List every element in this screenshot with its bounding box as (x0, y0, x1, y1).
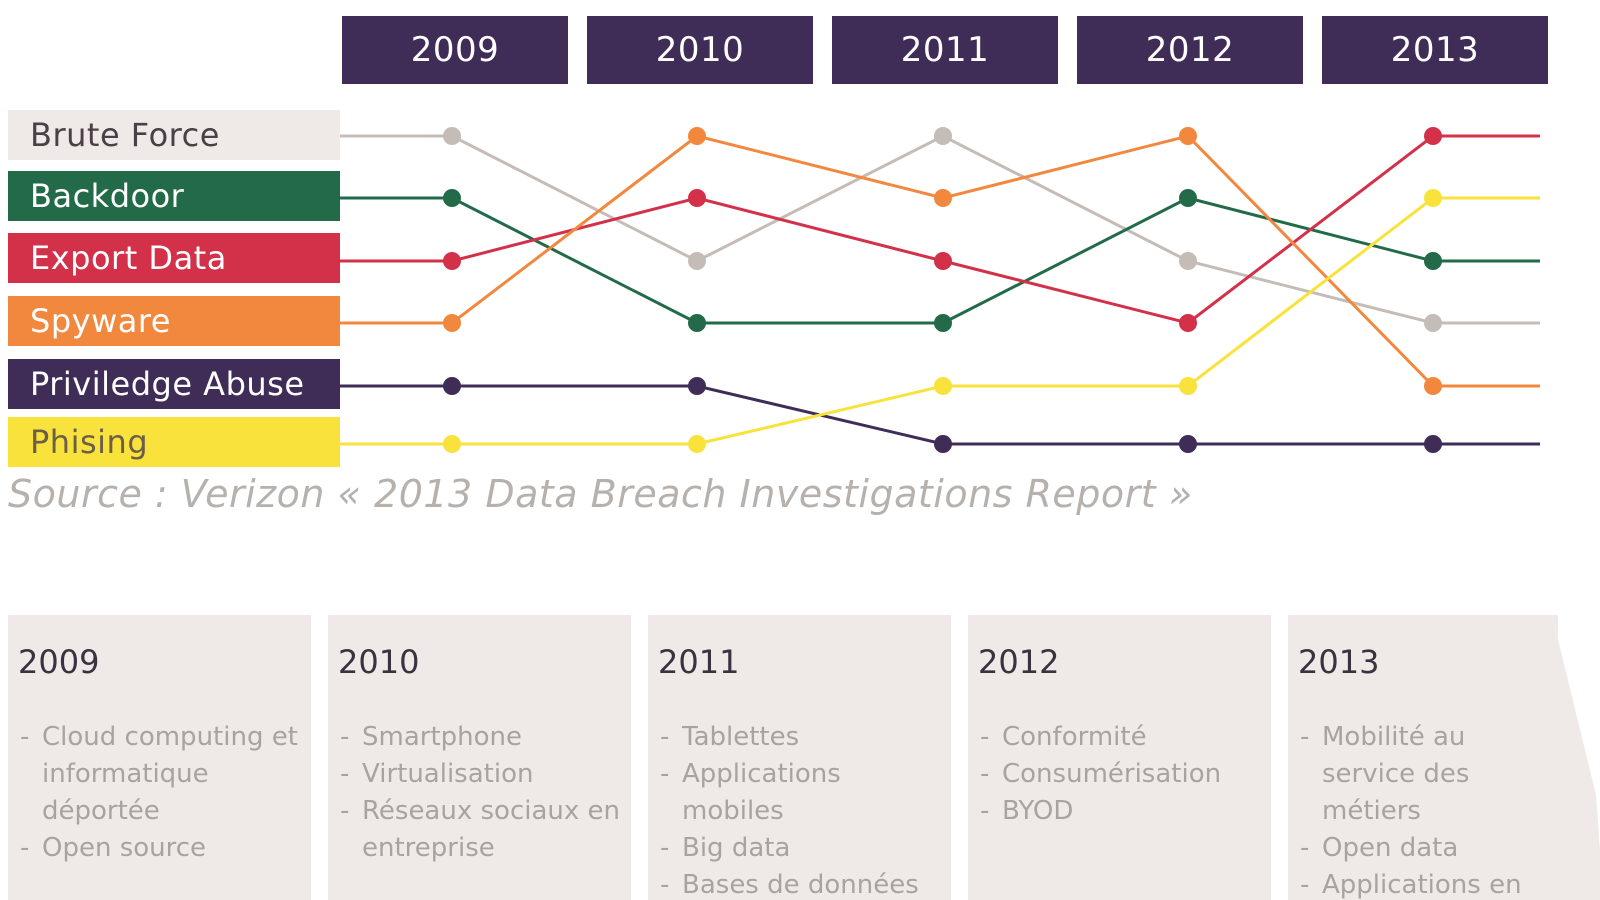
timeline-box-2009: 2009 Cloud computing et informatique dépo… (8, 615, 311, 900)
timeline-item: Cloud computing et informatique déportée (18, 719, 301, 830)
timeline-year: 2010 (338, 643, 420, 681)
point-priviledge-abuse-2010 (688, 377, 706, 395)
series-line-priviledge-abuse (340, 384, 1540, 446)
point-backdoor-2013 (1424, 252, 1442, 270)
point-phising-2009 (443, 435, 461, 453)
point-export-data-2010 (688, 189, 706, 207)
timeline-year: 2012 (978, 643, 1060, 681)
category-label-priviledge-abuse: Priviledge Abuse (8, 359, 340, 409)
series-line-brute-force (340, 134, 1540, 325)
point-export-data-2012 (1179, 314, 1197, 332)
source-citation: Source : Verizon « 2013 Data Breach Inve… (8, 472, 1193, 516)
category-label-export-data: Export Data (8, 233, 340, 283)
timeline-box-2012: 2012 ConformitéConsumérisationBYOD (968, 615, 1271, 900)
point-priviledge-abuse-2011 (934, 435, 952, 453)
timeline-item: Open data (1298, 830, 1548, 867)
timeline-item: Virtualisation (338, 756, 621, 793)
point-brute-force-2012 (1179, 252, 1197, 270)
category-label-spyware: Spyware (8, 296, 340, 346)
point-backdoor-2009 (443, 189, 461, 207)
category-label-brute-force: Brute Force (8, 110, 340, 160)
year-header-2009: 2009 (342, 16, 568, 84)
category-label-backdoor: Backdoor (8, 171, 340, 221)
timeline-item: Smartphone (338, 719, 621, 756)
point-backdoor-2011 (934, 314, 952, 332)
timeline-item: Réseaux sociaux en entreprise (338, 793, 621, 867)
timeline-box-2011: 2011 TablettesApplications mobilesBig dat… (648, 615, 951, 900)
timeline-box-2010: 2010 SmartphoneVirtualisationRéseaux soci… (328, 615, 631, 900)
point-spyware-2009 (443, 314, 461, 332)
timeline-item: Consumérisation (978, 756, 1261, 793)
timeline-year: 2009 (18, 643, 100, 681)
year-header-2012: 2012 (1077, 16, 1303, 84)
point-backdoor-2012 (1179, 189, 1197, 207)
point-priviledge-abuse-2009 (443, 377, 461, 395)
point-phising-2010 (688, 435, 706, 453)
timeline-item: Big data (658, 830, 941, 867)
category-label-phising: Phising (8, 417, 340, 467)
timeline-items: TablettesApplications mobilesBig dataBas… (658, 719, 941, 900)
rank-line-chart (340, 127, 1540, 453)
point-spyware-2013 (1424, 377, 1442, 395)
point-phising-2011 (934, 377, 952, 395)
timeline-item: Bases de données en (658, 867, 941, 900)
timeline-year: 2013 (1298, 643, 1380, 681)
point-spyware-2010 (688, 127, 706, 145)
year-header-2010: 2010 (587, 16, 813, 84)
point-phising-2012 (1179, 377, 1197, 395)
point-backdoor-2010 (688, 314, 706, 332)
point-brute-force-2009 (443, 127, 461, 145)
series-line-export-data (340, 134, 1540, 325)
point-spyware-2011 (934, 189, 952, 207)
timeline-items: Mobilité au service des métiersOpen data… (1298, 719, 1548, 900)
point-export-data-2013 (1424, 127, 1442, 145)
point-priviledge-abuse-2013 (1424, 435, 1442, 453)
timeline-item: Open source (18, 830, 301, 867)
point-priviledge-abuse-2012 (1179, 435, 1197, 453)
point-spyware-2012 (1179, 127, 1197, 145)
point-export-data-2009 (443, 252, 461, 270)
year-header-2011: 2011 (832, 16, 1058, 84)
timeline-item: Tablettes (658, 719, 941, 756)
timeline-arrow-tip (1552, 615, 1600, 900)
timeline-items: ConformitéConsumérisationBYOD (978, 719, 1261, 830)
timeline-year: 2011 (658, 643, 740, 681)
point-brute-force-2013 (1424, 314, 1442, 332)
timeline-item: Mobilité au service des métiers (1298, 719, 1548, 830)
point-phising-2013 (1424, 189, 1442, 207)
point-export-data-2011 (934, 252, 952, 270)
timeline-item: Applications mobiles (658, 756, 941, 830)
point-brute-force-2010 (688, 252, 706, 270)
timeline-item: Applications en entreprises (1298, 867, 1548, 900)
point-brute-force-2011 (934, 127, 952, 145)
timeline-box-2013: 2013 Mobilité au service des métiersOpen … (1288, 615, 1558, 900)
timeline-items: SmartphoneVirtualisationRéseaux sociaux … (338, 719, 621, 867)
year-header-2013: 2013 (1322, 16, 1548, 84)
timeline-items: Cloud computing et informatique déportée… (18, 719, 301, 867)
timeline-item: Conformité (978, 719, 1261, 756)
timeline-item: BYOD (978, 793, 1261, 830)
